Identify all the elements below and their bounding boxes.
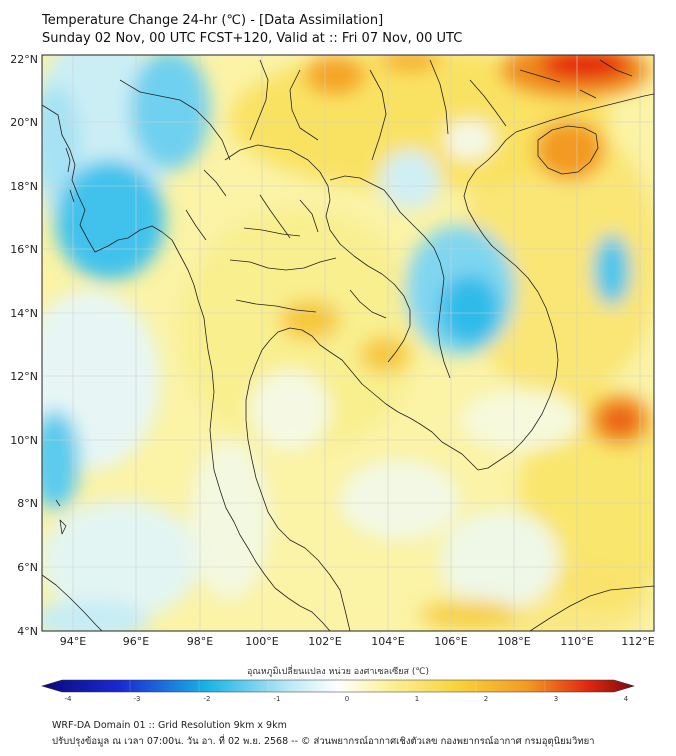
lon-label: 108°E [497, 635, 530, 648]
lat-label: 20°N [10, 116, 38, 129]
lon-label: 94°E [60, 635, 86, 648]
footer-line-1: WRF-DA Domain 01 :: Grid Resolution 9km … [52, 720, 287, 731]
colorbar-tick: 1 [415, 695, 419, 703]
footer-line-2: ปรับปรุงข้อมูล ณ เวลา 07:00น. วัน อา. ที… [52, 736, 595, 747]
lon-label: 98°E [187, 635, 213, 648]
colorbar-tick: -1 [274, 695, 281, 703]
plot-frame [41, 54, 655, 632]
lat-label: 16°N [10, 243, 38, 256]
lat-label: 22°N [10, 53, 38, 66]
lat-label: 18°N [10, 180, 38, 193]
coastlines [42, 59, 654, 631]
lat-label: 10°N [10, 434, 38, 447]
subtitle-line: Sunday 02 Nov, 00 UTC FCST+120, Valid at… [42, 31, 463, 46]
lon-label: 104°E [371, 635, 404, 648]
chart-title: Temperature Change 24-hr (℃) - [Data Ass… [42, 12, 462, 48]
lat-label: 6°N [17, 561, 38, 574]
colorbar-tick: 2 [484, 695, 488, 703]
graticule [42, 55, 654, 631]
longitude-labels: 94°E 96°E 98°E 100°E 102°E 104°E 106°E 1… [60, 635, 655, 648]
lon-label: 106°E [434, 635, 467, 648]
colorbar-label: อุณหภูมิเปลี่ยนแปลง หน่วย องศาเซลเซียส (… [246, 667, 430, 677]
lon-label: 96°E [123, 635, 149, 648]
title-line: Temperature Change 24-hr (℃) - [Data Ass… [42, 13, 384, 28]
latitude-labels: 22°N 20°N 18°N 16°N 14°N 12°N 10°N 8°N 6… [10, 53, 38, 638]
lon-label: 112°E [621, 635, 654, 648]
colorbar-tick: 3 [554, 695, 558, 703]
lon-label: 100°E [245, 635, 278, 648]
lat-label: 4°N [17, 625, 38, 638]
lat-label: 14°N [10, 307, 38, 320]
colorbar-tick: 4 [624, 695, 629, 703]
colorbar-tick: 0 [345, 695, 349, 703]
footer: WRF-DA Domain 01 :: Grid Resolution 9km … [52, 718, 595, 750]
colorbar-tick: -2 [204, 695, 211, 703]
colorbar-tick: -3 [134, 695, 141, 703]
lat-label: 8°N [17, 497, 38, 510]
lon-label: 102°E [308, 635, 341, 648]
colorbar-tick: -4 [65, 695, 73, 703]
temperature-field [42, 55, 654, 631]
lon-label: 110°E [560, 635, 593, 648]
lat-label: 12°N [10, 370, 38, 383]
colorbar: -4 -3 -2 -1 0 1 2 3 4 [40, 679, 636, 703]
